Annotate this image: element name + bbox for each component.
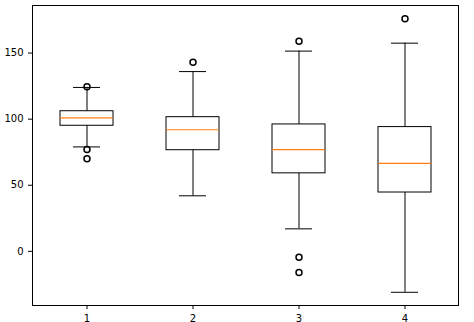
- svg-text:2: 2: [190, 313, 196, 322]
- svg-text:1: 1: [84, 313, 90, 322]
- svg-text:3: 3: [296, 313, 302, 322]
- svg-text:100: 100: [4, 113, 23, 124]
- svg-text:50: 50: [11, 179, 24, 190]
- svg-text:4: 4: [402, 313, 408, 322]
- svg-text:0: 0: [17, 246, 23, 257]
- svg-text:150: 150: [4, 47, 23, 58]
